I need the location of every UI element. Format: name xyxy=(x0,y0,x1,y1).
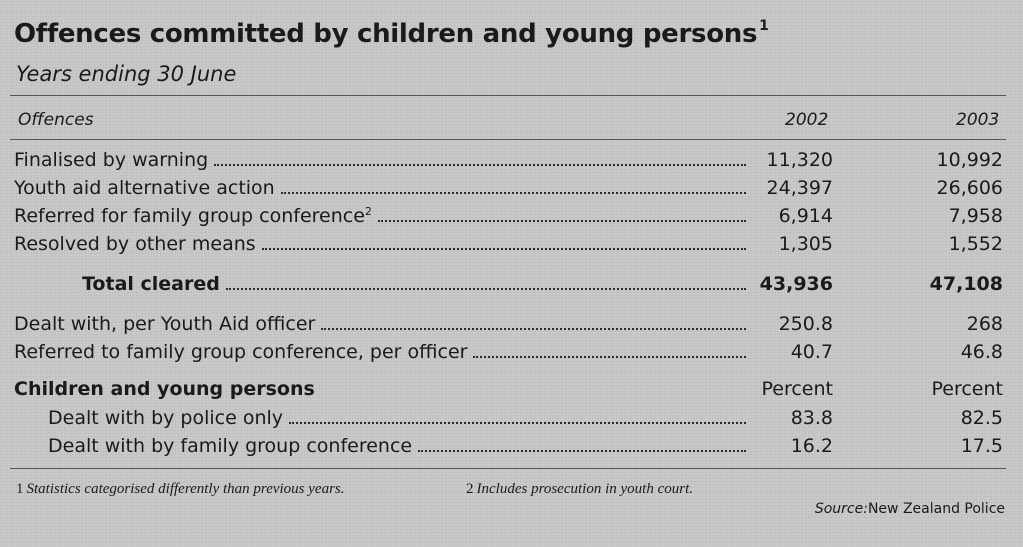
value-2002: 6,914 xyxy=(778,205,833,227)
source-label: Source: xyxy=(814,501,868,517)
unit-row: Percent Percent xyxy=(0,378,1023,406)
row-label: Finalised by warning xyxy=(14,149,209,171)
value-2002: 83.8 xyxy=(790,407,833,429)
value-2003: 1,552 xyxy=(948,233,1003,255)
bottom-rule xyxy=(10,468,1006,469)
value-2002: 16.2 xyxy=(790,435,833,457)
value-2002: 11,320 xyxy=(766,149,833,171)
value-2003: 17.5 xyxy=(960,435,1003,457)
footnote-text: Includes prosecution in youth court. xyxy=(476,481,694,497)
value-2003: 26,606 xyxy=(936,177,1003,199)
row-label: Dealt with by police only xyxy=(48,407,284,429)
table-title: Offences committed by children and young… xyxy=(14,18,769,49)
row-label: Dealt with by family group conference xyxy=(48,435,413,457)
table-row: Referred to family group conference, per… xyxy=(0,341,1023,369)
table-subtitle: Years ending 30 June xyxy=(16,62,237,86)
table-row: Dealt with by police only 83.8 82.5 xyxy=(0,407,1023,435)
column-header-2002: 2002 xyxy=(785,110,829,130)
unit-2002: Percent xyxy=(761,378,834,400)
footnote-1: 1 Statistics categorised differently than… xyxy=(16,481,345,498)
value-2002: 24,397 xyxy=(766,177,833,199)
value-2003: 7,958 xyxy=(948,205,1003,227)
total-row: Total cleared 43,936 47,108 xyxy=(0,273,1023,301)
value-2002: 40.7 xyxy=(790,341,833,363)
leader-dots xyxy=(225,288,746,290)
column-header-2003: 2003 xyxy=(956,110,1000,130)
header-rule xyxy=(10,139,1006,140)
total-2002: 43,936 xyxy=(759,273,833,295)
row-label: Referred to family group conference, per… xyxy=(14,341,468,363)
title-footnote-marker: 1 xyxy=(759,18,769,34)
section-heading: Children and young persons xyxy=(14,378,315,400)
leader-dots xyxy=(289,422,746,424)
footnote-text: Statistics categorised differently than … xyxy=(26,481,345,497)
total-2003: 47,108 xyxy=(929,273,1003,295)
row-label: Dealt with, per Youth Aid officer xyxy=(14,313,316,335)
row-label: Youth aid alternative action xyxy=(14,177,275,199)
leader-dots xyxy=(261,248,746,250)
leader-dots xyxy=(473,356,746,358)
table-row: Dealt with by family group conference 16… xyxy=(0,435,1023,463)
table-row: Youth aid alternative action 24,397 26,6… xyxy=(0,177,1023,205)
top-rule xyxy=(10,95,1006,96)
footnote-2: 2 Includes prosecution in youth court. xyxy=(466,481,693,498)
row-label: Resolved by other means xyxy=(14,233,256,255)
leader-dots xyxy=(418,450,746,452)
total-label: Total cleared xyxy=(82,273,220,295)
table-row: Referred for family group conference2 6,… xyxy=(0,205,1023,233)
title-text: Offences committed by children and young… xyxy=(14,19,758,49)
leader-dots xyxy=(377,220,746,222)
value-2003: 10,992 xyxy=(936,149,1003,171)
leader-dots xyxy=(321,328,746,330)
value-2003: 268 xyxy=(966,313,1003,335)
value-2003: 82.5 xyxy=(960,407,1003,429)
table-row: Dealt with, per Youth Aid officer 250.8 … xyxy=(0,313,1023,341)
footnote-number: 2 xyxy=(466,481,474,497)
source-text: New Zealand Police xyxy=(867,501,1005,517)
value-2002: 1,305 xyxy=(778,233,833,255)
row-footnote-marker: 2 xyxy=(364,205,372,218)
table-row: Resolved by other means 1,305 1,552 xyxy=(0,233,1023,261)
row-label: Referred for family group conference2 xyxy=(14,205,372,227)
column-header-offences: Offences xyxy=(18,110,94,130)
table-row: Finalised by warning 11,320 10,992 xyxy=(0,149,1023,177)
unit-2003: Percent xyxy=(931,378,1004,400)
value-2002: 250.8 xyxy=(778,313,833,335)
leader-dots xyxy=(280,192,746,194)
leader-dots xyxy=(214,164,746,166)
footnote-number: 1 xyxy=(16,481,24,497)
source-credit: Source:New Zealand Police xyxy=(815,501,1005,517)
value-2003: 46.8 xyxy=(960,341,1003,363)
